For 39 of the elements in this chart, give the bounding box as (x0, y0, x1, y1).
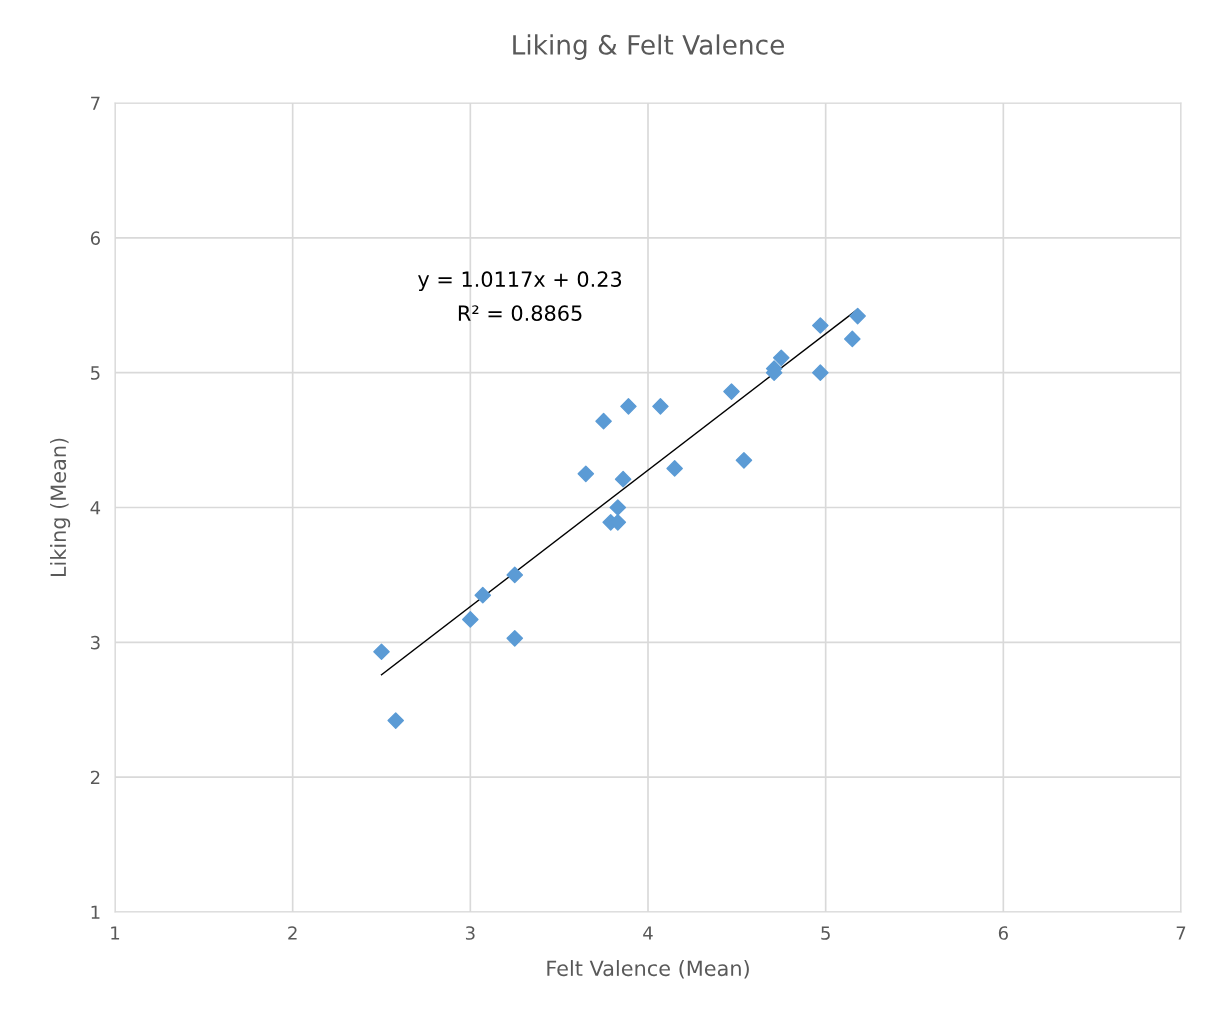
point (506, 566, 524, 584)
point (723, 383, 740, 400)
point (506, 629, 524, 647)
point (735, 452, 753, 469)
point (577, 465, 595, 483)
point (373, 643, 390, 661)
point (849, 307, 866, 325)
x-tick-label: 1 (111, 926, 120, 940)
point (812, 364, 829, 381)
y-tick-label: 3 (91, 635, 100, 650)
chart-title: Liking & Felt Valence (513, 34, 784, 60)
y-tick-label: 4 (90, 501, 101, 515)
x-tick-label: 2 (288, 926, 297, 940)
point (812, 317, 829, 334)
y-tick-label: 5 (91, 366, 100, 380)
annotation: R² = 0.8865 (458, 305, 582, 321)
point (462, 611, 479, 628)
point (609, 499, 627, 516)
point (614, 470, 632, 488)
y-tick-label: 2 (90, 770, 100, 785)
x-tick-label: 5 (821, 926, 830, 940)
point (387, 712, 405, 729)
point (595, 412, 612, 430)
x-axis-title: Felt Valence (Mean) (547, 960, 749, 979)
x-tick-label: 3 (465, 926, 475, 940)
x-tick-label: 7 (1176, 926, 1186, 940)
x-tick-label: 6 (998, 926, 1008, 940)
point (772, 349, 790, 367)
point (844, 330, 861, 348)
point (666, 460, 683, 477)
point (652, 398, 669, 415)
y-axis-title: Liking (Mean) (50, 438, 71, 577)
point (620, 398, 637, 415)
y-tick-label: 1 (91, 905, 100, 919)
x-tick-label: 4 (643, 926, 653, 940)
point (474, 586, 492, 604)
annotation: y = 1.0117x + 0.23 (418, 271, 622, 292)
y-tick-label: 6 (90, 231, 100, 245)
y-tick-label: 7 (91, 96, 100, 110)
